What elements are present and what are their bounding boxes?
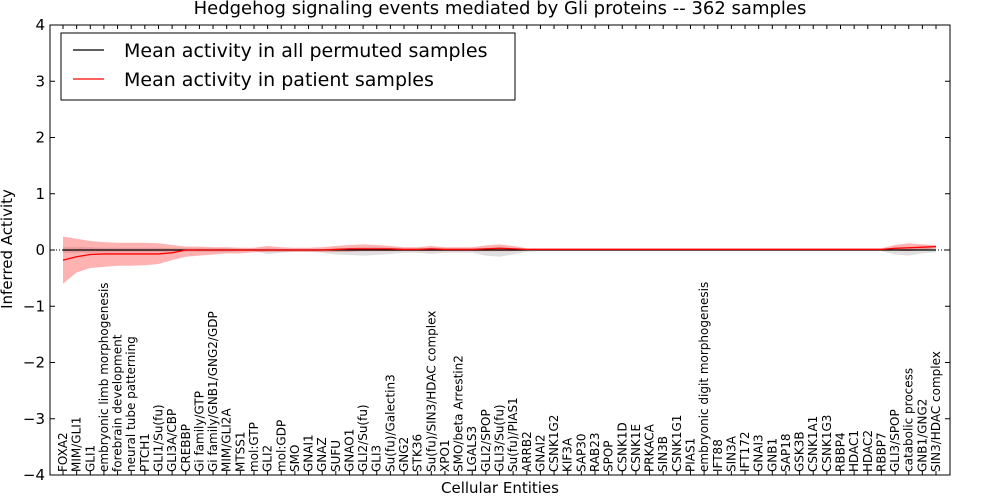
y-tick-label: 4 — [35, 16, 45, 34]
x-category-label: SIN3/HDAC complex — [929, 351, 943, 472]
x-category-label: GNAI2 — [533, 434, 547, 472]
x-category-label: mol:GTP — [247, 422, 261, 472]
x-category-label: GLI2 — [261, 445, 275, 472]
x-category-label: IFT88 — [711, 439, 725, 472]
legend-label-patient: Mean activity in patient samples — [124, 69, 434, 91]
x-category-label: CSNK1E — [629, 424, 643, 472]
x-category-label: GNB1 — [765, 438, 779, 472]
x-category-label: GNAI3 — [752, 434, 766, 472]
x-category-label: LGALS3 — [465, 426, 479, 472]
x-category-label: SMO — [288, 445, 302, 472]
legend-label-permuted: Mean activity in all permuted samples — [124, 40, 487, 62]
x-category-label: CREBBP — [179, 424, 193, 472]
x-category-label: MIM/GLI1 — [70, 417, 84, 472]
x-category-label: CSNK1G3 — [820, 415, 834, 472]
x-category-label: embryonic digit morphogenesis — [697, 282, 711, 472]
x-category-label: GNB1/GNG2 — [915, 399, 929, 472]
x-category-label: RBBP7 — [874, 432, 888, 472]
x-category-label: mol:GDP — [274, 420, 288, 472]
x-category-label: GLI3/Su(fu) — [493, 404, 507, 472]
x-category-label: Gi family/GTP — [192, 391, 206, 472]
legend-box — [60, 32, 516, 101]
y-tick-label: 0 — [35, 241, 45, 259]
y-axis-label: Inferred Activity — [0, 189, 16, 309]
x-category-label: GLI3A/CBP — [165, 409, 179, 472]
y-tick-label: −3 — [23, 410, 45, 428]
legend: Mean activity in all permuted samples Me… — [60, 32, 516, 101]
x-category-label: IFT172 — [738, 432, 752, 472]
x-category-label: XPO1 — [438, 439, 452, 472]
x-category-label: Su(fu)/SIN3/HDAC complex — [424, 311, 438, 472]
y-tick-label: 1 — [35, 185, 45, 203]
chart-title: Hedgehog signaling events mediated by Gl… — [194, 0, 807, 19]
x-category-label: SAP18 — [779, 433, 793, 472]
x-category-label: SIN3A — [724, 435, 738, 472]
x-category-label: GLI1 — [83, 445, 97, 472]
y-tick-label: 3 — [35, 72, 45, 90]
x-category-label: SMO/beta Arrestin2 — [452, 355, 466, 472]
confidence-bands — [63, 236, 936, 284]
x-category-label: MIM/GLI2A — [220, 408, 234, 472]
x-category-label: GLI3/SPOP — [888, 409, 902, 472]
x-category-label: Gi family/GNB1/GNG2/GDP — [206, 311, 220, 472]
x-category-label: GLI2/SPOP — [479, 409, 493, 472]
x-axis-category-labels: FOXA2 MIM/GLI1 GLI1 embryonic limb morphoge… — [56, 25, 943, 475]
x-category-label: RBBP4 — [834, 432, 848, 472]
x-category-label: RAB23 — [588, 432, 602, 472]
x-category-label: neural tube patterning — [124, 336, 138, 472]
x-category-label: HDAC2 — [861, 430, 875, 472]
x-category-label: SIN3B — [656, 436, 670, 472]
x-category-label: CSNK1D — [615, 422, 629, 472]
y-tick-label: −1 — [23, 297, 45, 315]
x-category-label: forebrain development — [111, 334, 125, 472]
x-category-label: PIAS1 — [683, 438, 697, 472]
x-category-label: catabolic process — [902, 368, 916, 472]
y-tick-label: 2 — [35, 129, 45, 147]
x-category-label: HDAC1 — [847, 430, 861, 472]
x-category-label: PTCH1 — [138, 433, 152, 472]
band-patient — [63, 236, 936, 284]
x-category-label: CSNK1G1 — [670, 415, 684, 472]
x-category-label: GNAI1 — [302, 434, 316, 472]
x-category-label: MTSS1 — [233, 431, 247, 472]
x-category-label: SUFU — [329, 440, 343, 472]
x-category-label: SAP30 — [574, 433, 588, 472]
x-category-label: Su(fu)/Galectin3 — [383, 374, 397, 472]
x-category-label: Su(fu)/PIAS1 — [506, 397, 520, 472]
x-category-label: CSNK1A1 — [806, 416, 820, 472]
x-category-label: GNAO1 — [342, 429, 356, 472]
x-category-label: CSNK1G2 — [547, 415, 561, 472]
x-category-label: STK36 — [411, 434, 425, 472]
x-category-label: SPOP — [602, 440, 616, 472]
x-category-label: FOXA2 — [56, 432, 70, 472]
series-lines — [62, 245, 937, 261]
x-category-label: GLI3 — [370, 445, 384, 472]
y-axis: −4 −3 −2 −1 0 1 2 3 4 — [23, 16, 950, 484]
series-line-patient — [62, 245, 937, 261]
x-axis-label: Cellular Entities — [441, 479, 559, 497]
x-category-label: GNG2 — [397, 437, 411, 472]
x-category-label: embryonic limb morphogenesis — [97, 282, 111, 472]
x-category-label: PRKACA — [643, 423, 657, 472]
x-category-label: ARRB2 — [520, 431, 534, 472]
x-category-label: GLI1/Su(fu) — [151, 404, 165, 472]
y-tick-label: −2 — [23, 354, 45, 372]
x-category-label: GNAZ — [315, 437, 329, 472]
x-category-label: GSK3B — [793, 431, 807, 472]
x-category-label: GLI2/Su(fu) — [356, 404, 370, 472]
y-tick-label: −4 — [23, 466, 45, 484]
x-category-label: KIF3A — [561, 437, 575, 472]
